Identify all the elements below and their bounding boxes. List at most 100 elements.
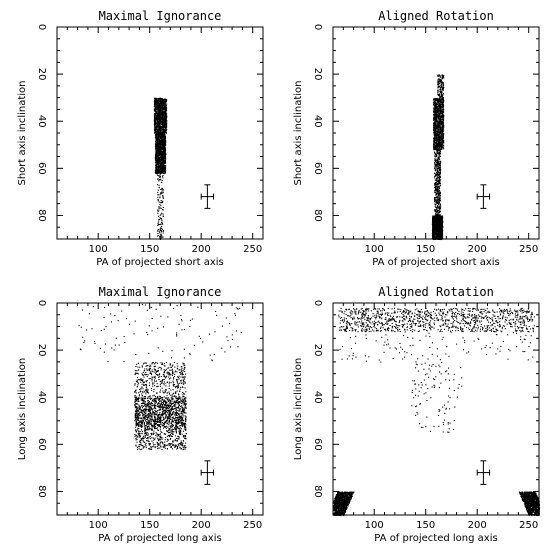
data-point [435, 184, 437, 186]
data-point [161, 201, 163, 203]
data-point [436, 208, 438, 210]
data-point [438, 212, 440, 214]
data-point [436, 172, 438, 174]
data-point [162, 154, 164, 156]
data-point [435, 106, 437, 108]
data-point [155, 151, 157, 153]
data-point [160, 228, 162, 230]
data-point [157, 149, 159, 151]
data-point [164, 145, 166, 147]
data-point [161, 98, 163, 100]
data-point [162, 104, 164, 106]
data-point [159, 124, 161, 126]
data-point [161, 166, 163, 168]
data-point [158, 136, 160, 138]
data-point [157, 224, 159, 226]
data-point [163, 145, 165, 147]
data-point [161, 136, 163, 138]
data-point [156, 126, 158, 128]
data-point [434, 184, 436, 186]
data-point [438, 133, 440, 135]
data-point [441, 102, 443, 104]
data-point [159, 125, 161, 127]
data-point [440, 104, 442, 106]
data-point [437, 160, 439, 162]
data-point [442, 122, 444, 124]
data-point [156, 172, 158, 174]
data-point [162, 120, 164, 122]
data-point [437, 129, 439, 131]
data-point [161, 118, 163, 120]
data-point [443, 104, 445, 106]
data-point [438, 142, 440, 144]
data-point [439, 80, 441, 82]
data-point [159, 131, 161, 133]
data-point [159, 126, 161, 128]
data-point [437, 138, 439, 140]
data-point [154, 116, 156, 118]
data-point [157, 149, 159, 151]
data-point [433, 102, 435, 104]
data-point [439, 207, 441, 209]
data-point [437, 87, 439, 89]
data-point [158, 108, 160, 110]
data-point [164, 134, 166, 136]
data-point [438, 74, 440, 76]
data-point [435, 115, 437, 117]
data-point [436, 179, 438, 181]
data-point [158, 101, 160, 103]
data-point [163, 165, 165, 167]
data-point [154, 99, 156, 101]
data-point [434, 121, 436, 123]
data-point [437, 143, 439, 145]
data-point [438, 158, 440, 160]
data-point [438, 120, 440, 122]
data-point [434, 175, 436, 177]
data-point [156, 146, 158, 148]
data-point [434, 129, 436, 131]
data-point [160, 144, 162, 146]
data-point [164, 111, 166, 113]
data-point [158, 122, 160, 124]
data-point [440, 146, 442, 148]
data-point [160, 223, 162, 225]
data-point [159, 157, 161, 159]
data-point [434, 110, 436, 112]
data-point [163, 154, 165, 156]
data-point [165, 126, 167, 128]
data-point [434, 108, 436, 110]
data-point [435, 143, 437, 145]
data-point [438, 134, 440, 136]
data-point [433, 144, 435, 146]
data-point [437, 81, 439, 83]
data-point [439, 178, 441, 180]
data-point [434, 177, 436, 179]
data-point [438, 207, 440, 209]
data-point [164, 160, 166, 162]
data-point [163, 116, 165, 118]
data-point [442, 89, 444, 91]
data-point [163, 101, 165, 103]
data-point [435, 159, 437, 161]
data-point [441, 118, 443, 120]
data-point [433, 139, 435, 141]
data-point [440, 223, 442, 225]
y-tick-label: 0 [36, 24, 47, 30]
data-point [163, 169, 165, 171]
data-point [156, 134, 158, 136]
data-point [155, 114, 157, 116]
data-point [160, 162, 162, 164]
data-point [441, 114, 443, 116]
data-point [435, 116, 437, 118]
data-point [159, 168, 161, 170]
data-point [442, 109, 444, 111]
data-point [156, 137, 158, 139]
data-point [159, 135, 161, 137]
data-point [157, 135, 159, 137]
data-point [439, 146, 441, 148]
data-point [159, 172, 161, 174]
data-point [156, 171, 158, 173]
data-point [439, 134, 441, 136]
data-point [442, 124, 444, 126]
data-point [440, 84, 442, 86]
